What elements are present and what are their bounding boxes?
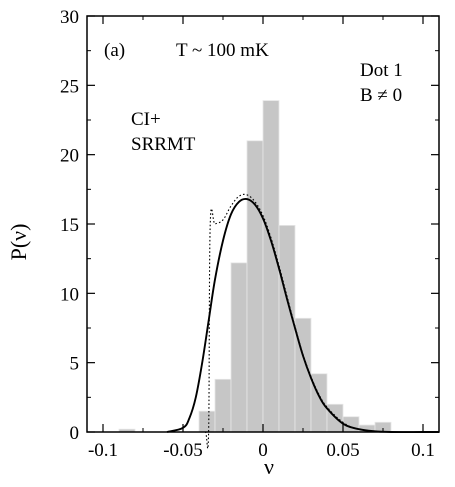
y-axis-label: P(ν) (6, 224, 31, 261)
x-tick-label-2: 0 (258, 440, 268, 461)
y-tick-label-2: 10 (60, 284, 79, 305)
y-axis-ticks: 0 5 10 15 20 25 30 (60, 7, 439, 444)
solid-fit-curve (166, 197, 439, 434)
y-tick-label-1: 5 (70, 354, 80, 375)
y-tick-label-6: 30 (60, 7, 79, 28)
histogram-bars (118, 100, 392, 433)
x-tick-label-0: -0.1 (88, 440, 118, 461)
x-tick-label-3: 0.05 (326, 440, 359, 461)
histogram-bar-6 (278, 224, 296, 433)
y-tick-label-0: 0 (70, 423, 80, 444)
model-annotation-line1: CI+ (131, 109, 161, 130)
x-axis-ticks: -0.1 -0.05 0 0.05 0.1 (88, 16, 435, 461)
y-tick-label-4: 20 (60, 146, 79, 167)
model-annotation-line2: SRRMT (131, 134, 196, 155)
x-tick-label-1: -0.05 (163, 440, 203, 461)
temperature-annotation: T ~ 100 mK (176, 40, 269, 61)
y-tick-label-3: 15 (60, 215, 79, 236)
histogram-bar-2 (214, 378, 232, 433)
histogram-bar-1 (198, 410, 216, 433)
dot-annotation: Dot 1 (360, 60, 403, 81)
histogram-bar-3 (230, 262, 248, 433)
y-tick-label-5: 25 (60, 76, 79, 97)
dotted-fit-curve (166, 193, 440, 450)
x-axis-label: ν (264, 454, 274, 479)
field-annotation: B ≠ 0 (360, 85, 402, 106)
panel-label: (a) (104, 40, 125, 61)
histogram-bar-4 (246, 140, 264, 433)
histogram-bar-5 (262, 100, 280, 433)
x-tick-label-4: 0.1 (411, 440, 435, 461)
fit-curves (166, 193, 440, 450)
